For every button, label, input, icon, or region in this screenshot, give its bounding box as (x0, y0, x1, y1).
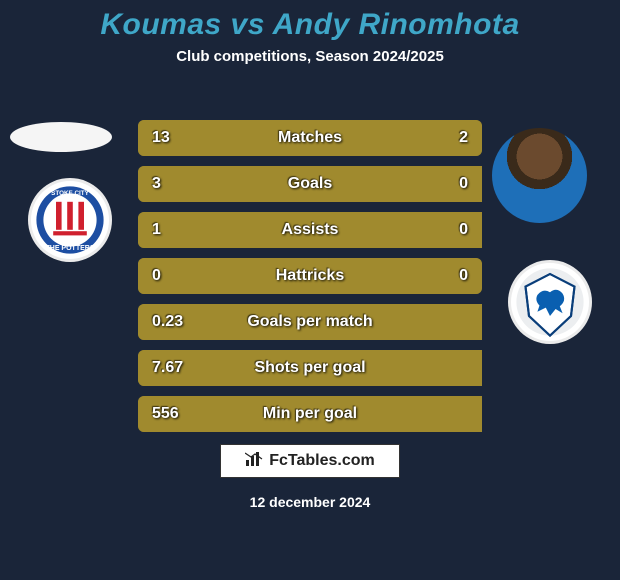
stat-label: Assists (208, 221, 412, 239)
subtitle: Club competitions, Season 2024/2025 (0, 48, 620, 65)
stat-row: 13Matches2 (138, 120, 482, 156)
stat-label: Shots per goal (208, 359, 412, 377)
stat-label: Hattricks (208, 267, 412, 285)
svg-text:THE POTTERS: THE POTTERS (45, 245, 94, 252)
chart-icon (245, 451, 263, 472)
stoke-crest-icon: THE POTTERS STOKE CITY (35, 185, 105, 255)
stat-value-right: 0 (412, 221, 482, 239)
stat-label: Goals (208, 175, 412, 193)
club-badge-right (508, 260, 592, 344)
stat-row: 556Min per goal (138, 396, 482, 432)
player-left-avatar (10, 122, 112, 152)
source-logo-text: FcTables.com (269, 452, 375, 470)
cardiff-crest-icon (515, 267, 585, 337)
stat-value-right: 2 (412, 129, 482, 147)
stat-label: Goals per match (208, 313, 412, 331)
stat-label: Min per goal (208, 405, 412, 423)
stat-value-left: 13 (138, 129, 208, 147)
stat-value-left: 1 (138, 221, 208, 239)
stat-value-right: 0 (412, 267, 482, 285)
stat-value-left: 0.23 (138, 313, 208, 331)
source-logo: FcTables.com (220, 444, 400, 478)
stat-row: 7.67Shots per goal (138, 350, 482, 386)
stat-row: 0Hattricks0 (138, 258, 482, 294)
stat-value-left: 556 (138, 405, 208, 423)
svg-text:STOKE CITY: STOKE CITY (51, 190, 89, 197)
stat-value-left: 3 (138, 175, 208, 193)
stat-value-left: 7.67 (138, 359, 208, 377)
stats-table: 13Matches23Goals01Assists00Hattricks00.2… (138, 120, 482, 442)
comparison-card: Koumas vs Andy Rinomhota Club competitio… (0, 0, 620, 580)
player-right-avatar (492, 128, 587, 223)
stat-row: 1Assists0 (138, 212, 482, 248)
stat-value-right: 0 (412, 175, 482, 193)
club-badge-left: THE POTTERS STOKE CITY (28, 178, 112, 262)
page-title: Koumas vs Andy Rinomhota (0, 0, 620, 42)
stat-value-left: 0 (138, 267, 208, 285)
stat-row: 0.23Goals per match (138, 304, 482, 340)
stat-label: Matches (208, 129, 412, 147)
stat-row: 3Goals0 (138, 166, 482, 202)
footer-date: 12 december 2024 (250, 494, 371, 510)
